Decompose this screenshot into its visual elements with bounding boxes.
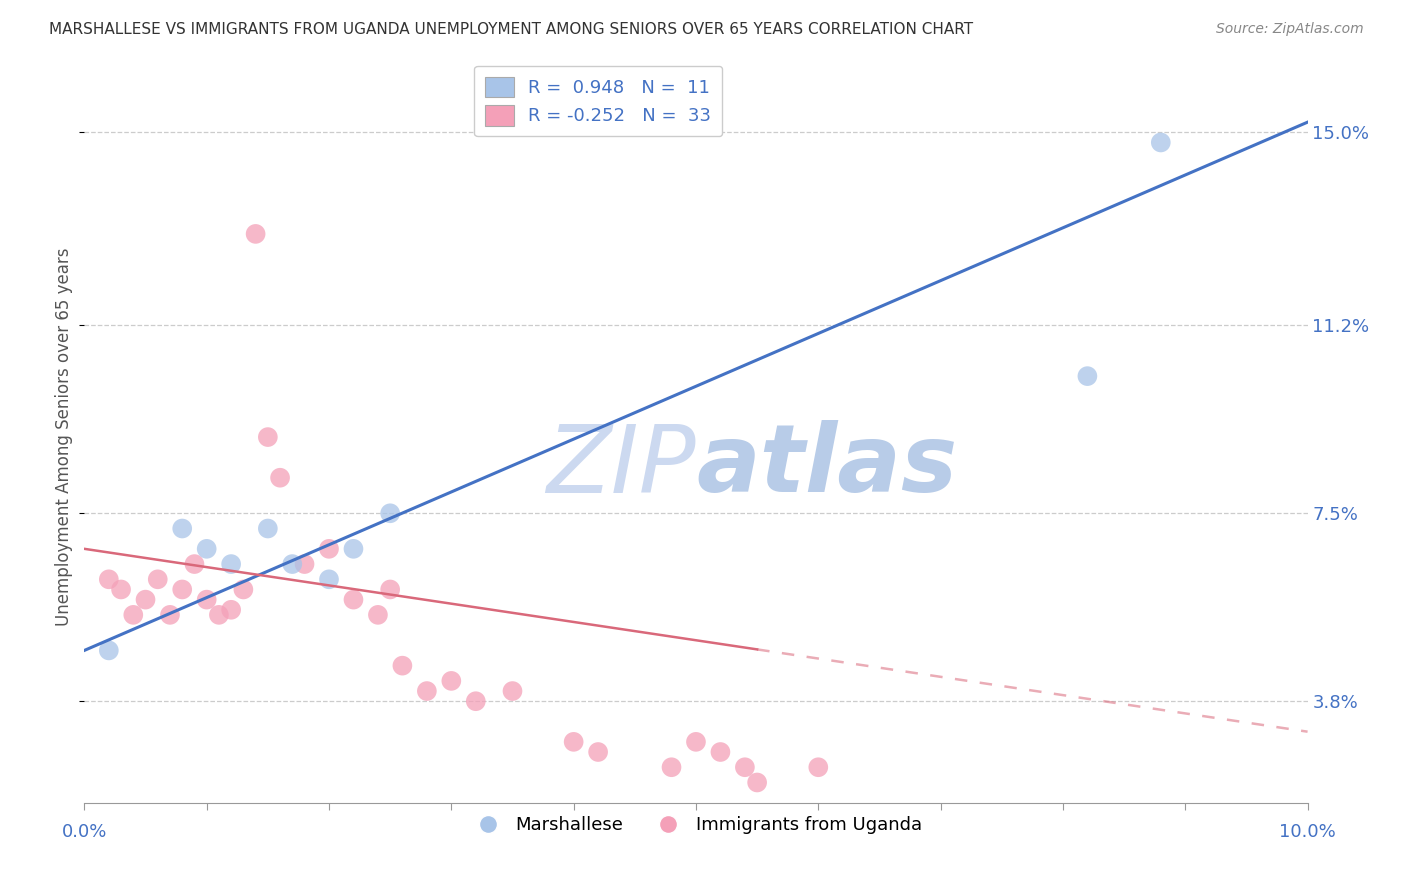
Point — [159, 607, 181, 622]
Point — [1150, 136, 1173, 150]
Point — [219, 557, 242, 571]
Text: MARSHALLESE VS IMMIGRANTS FROM UGANDA UNEMPLOYMENT AMONG SENIORS OVER 65 YEARS C: MARSHALLESE VS IMMIGRANTS FROM UGANDA UN… — [49, 22, 973, 37]
Point — [318, 541, 340, 556]
Point — [172, 582, 194, 597]
Point — [661, 760, 683, 774]
Point — [195, 592, 218, 607]
Point — [172, 521, 194, 535]
Point — [110, 582, 132, 597]
Y-axis label: Unemployment Among Seniors over 65 years: Unemployment Among Seniors over 65 years — [55, 248, 73, 626]
Point — [367, 607, 389, 622]
Text: ZIP: ZIP — [547, 421, 696, 512]
Point — [257, 521, 280, 535]
Point — [195, 541, 218, 556]
Point — [269, 471, 291, 485]
Point — [391, 658, 413, 673]
Point — [807, 760, 830, 774]
Point — [1076, 369, 1098, 384]
Point — [97, 572, 120, 586]
Point — [146, 572, 169, 586]
Point — [318, 572, 340, 586]
Point — [232, 582, 254, 597]
Point — [245, 227, 267, 241]
Point — [257, 430, 280, 444]
Point — [122, 607, 145, 622]
Point — [97, 643, 120, 657]
Point — [464, 694, 486, 708]
Text: 10.0%: 10.0% — [1279, 823, 1336, 841]
Point — [208, 607, 231, 622]
Text: atlas: atlas — [696, 420, 957, 512]
Point — [562, 735, 585, 749]
Legend: Marshallese, Immigrants from Uganda: Marshallese, Immigrants from Uganda — [463, 809, 929, 841]
Point — [281, 557, 304, 571]
Point — [135, 592, 157, 607]
Point — [502, 684, 524, 698]
Text: 0.0%: 0.0% — [62, 823, 107, 841]
Point — [709, 745, 731, 759]
Point — [586, 745, 609, 759]
Point — [685, 735, 707, 749]
Point — [380, 582, 402, 597]
Text: Source: ZipAtlas.com: Source: ZipAtlas.com — [1216, 22, 1364, 37]
Point — [734, 760, 756, 774]
Point — [380, 506, 402, 520]
Point — [219, 603, 242, 617]
Point — [416, 684, 439, 698]
Point — [294, 557, 316, 571]
Point — [440, 673, 463, 688]
Point — [183, 557, 205, 571]
Point — [342, 592, 364, 607]
Point — [747, 775, 769, 789]
Point — [342, 541, 364, 556]
